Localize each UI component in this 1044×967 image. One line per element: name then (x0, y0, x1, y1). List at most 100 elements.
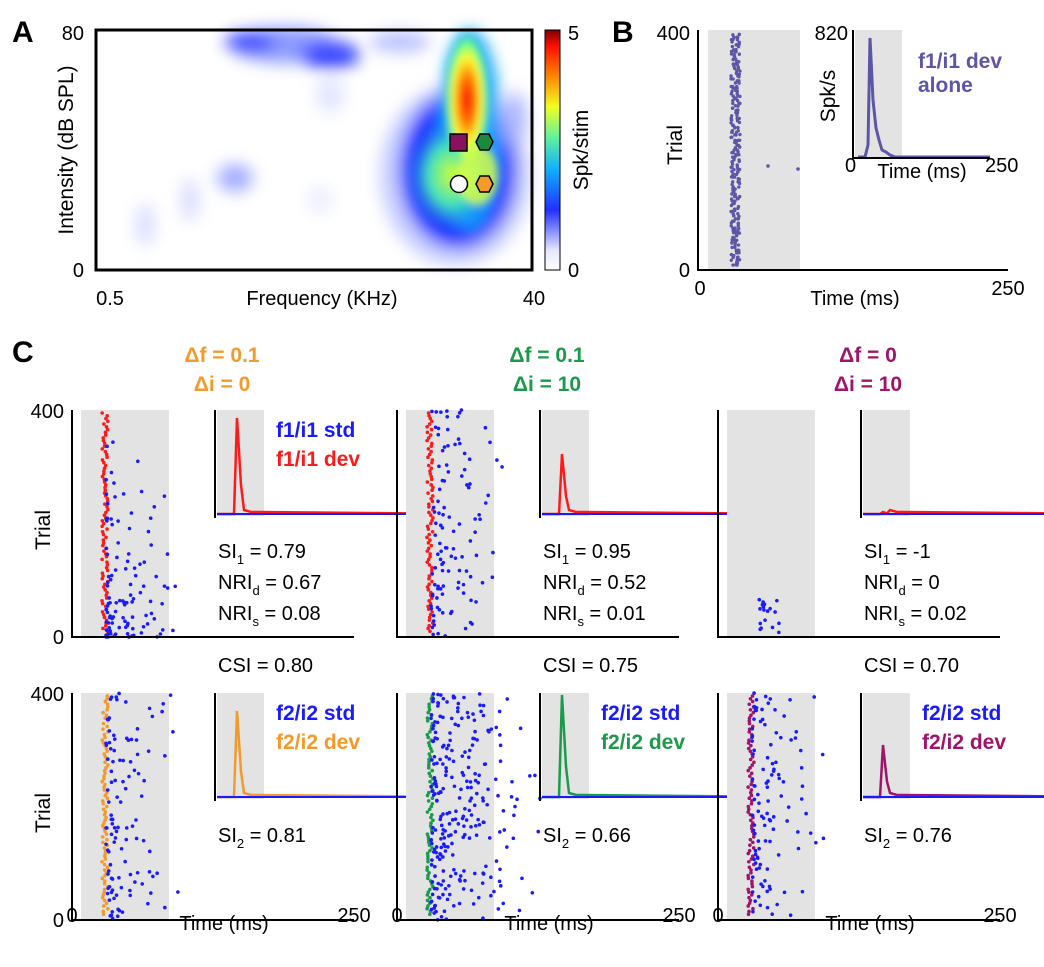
spike-dot (441, 842, 446, 846)
spike-dot (102, 466, 107, 471)
spike-dot (117, 691, 121, 696)
spike-dot (441, 762, 445, 766)
spike-dot (425, 898, 430, 903)
spike-dot (429, 444, 434, 448)
spike-dot (436, 552, 440, 556)
spike-dot (100, 474, 105, 479)
spike-dot (750, 735, 754, 739)
spike-dot (425, 585, 430, 589)
spike-dot (730, 169, 734, 173)
spike-dot (444, 766, 448, 770)
stat-csi: CSI = 0.75 (543, 655, 638, 677)
spike-dot (105, 696, 109, 701)
spike-dot (431, 739, 435, 744)
spike-dot (105, 444, 109, 449)
spike-dot (144, 613, 148, 618)
spike-dot (425, 480, 430, 484)
spike-dot (425, 560, 430, 564)
spike-dot (431, 485, 435, 490)
spike-dot (103, 735, 107, 740)
spike-dot (735, 111, 740, 115)
spike-dot (105, 560, 109, 564)
spike-dot (441, 855, 445, 859)
spike-dot (776, 853, 781, 857)
spike-dot (112, 896, 116, 901)
spike-dot (104, 535, 108, 540)
spike-dot (427, 574, 432, 578)
spike-dot (102, 821, 106, 825)
spike-dot (774, 730, 779, 735)
spike-dot (426, 763, 431, 767)
spike-dot (735, 98, 740, 103)
spike-dot (432, 754, 437, 759)
spike-dot (460, 474, 464, 478)
spike-dot (107, 729, 112, 733)
spike-dot (101, 904, 106, 908)
spike-dot (122, 601, 127, 606)
spike-dot (123, 619, 127, 623)
spike-dot (752, 760, 756, 765)
spike-dot (439, 845, 444, 850)
spike-dot (426, 626, 430, 631)
spike-dot (116, 541, 120, 545)
spike-dot (765, 889, 770, 894)
spike-dot (105, 552, 110, 557)
spike-dot (123, 859, 127, 864)
spike-dot (429, 513, 433, 518)
spike-dot (440, 592, 445, 596)
spike-dot (750, 840, 755, 845)
spike-dot (103, 873, 107, 878)
spike-dot (749, 782, 754, 787)
spike-dot (428, 554, 432, 559)
spike-dot (515, 797, 519, 802)
spike-dot (478, 517, 482, 522)
colorbar-tick-bottom: 0 (568, 260, 579, 282)
spike-dot (430, 892, 435, 897)
spike-dot (442, 909, 447, 914)
spike-dot (733, 88, 738, 93)
spike-dot (103, 430, 108, 435)
spike-dot (459, 408, 464, 412)
spike-dot (478, 703, 482, 708)
spike-dot (452, 867, 456, 872)
spike-dot (442, 836, 447, 840)
spike-dot (108, 600, 112, 605)
spike-dot (430, 572, 435, 576)
spike-dot (103, 449, 108, 454)
spike-dot (105, 590, 109, 595)
c-ytick-bottom: 0 (53, 910, 64, 932)
spike-dot (480, 580, 485, 585)
stimulus-shade (81, 693, 169, 920)
spike-dot (747, 901, 752, 905)
spike-dot (758, 621, 763, 626)
spike-dot (104, 452, 109, 457)
spike-dot (747, 716, 752, 720)
spike-dot (443, 849, 448, 853)
spike-dot (750, 854, 755, 859)
spike-dot (821, 836, 826, 841)
spike-dot (444, 546, 449, 550)
spike-dot (440, 745, 445, 749)
spike-dot (426, 876, 430, 881)
spike-dot (760, 602, 765, 607)
spike-dot (748, 749, 753, 754)
spike-dot (474, 791, 479, 796)
spike-dot (101, 471, 106, 476)
spike-dot (107, 716, 112, 720)
spike-dot (449, 554, 454, 559)
spike-dot (116, 519, 120, 523)
spike-dot (748, 843, 752, 847)
spike-dot (447, 822, 452, 826)
spike-dot (734, 43, 738, 47)
spike-dot (440, 526, 445, 530)
spike-dot (446, 443, 450, 448)
spike-dot (105, 527, 109, 531)
spike-dot (751, 906, 755, 911)
spike-dot (428, 746, 433, 751)
spike-dot (749, 871, 753, 875)
spike-dot (161, 701, 166, 706)
spike-dot (121, 758, 126, 763)
c-xlabel: Time (ms) (504, 913, 593, 935)
spike-dot (453, 871, 458, 876)
c-xtick-left: 0 (66, 905, 77, 927)
